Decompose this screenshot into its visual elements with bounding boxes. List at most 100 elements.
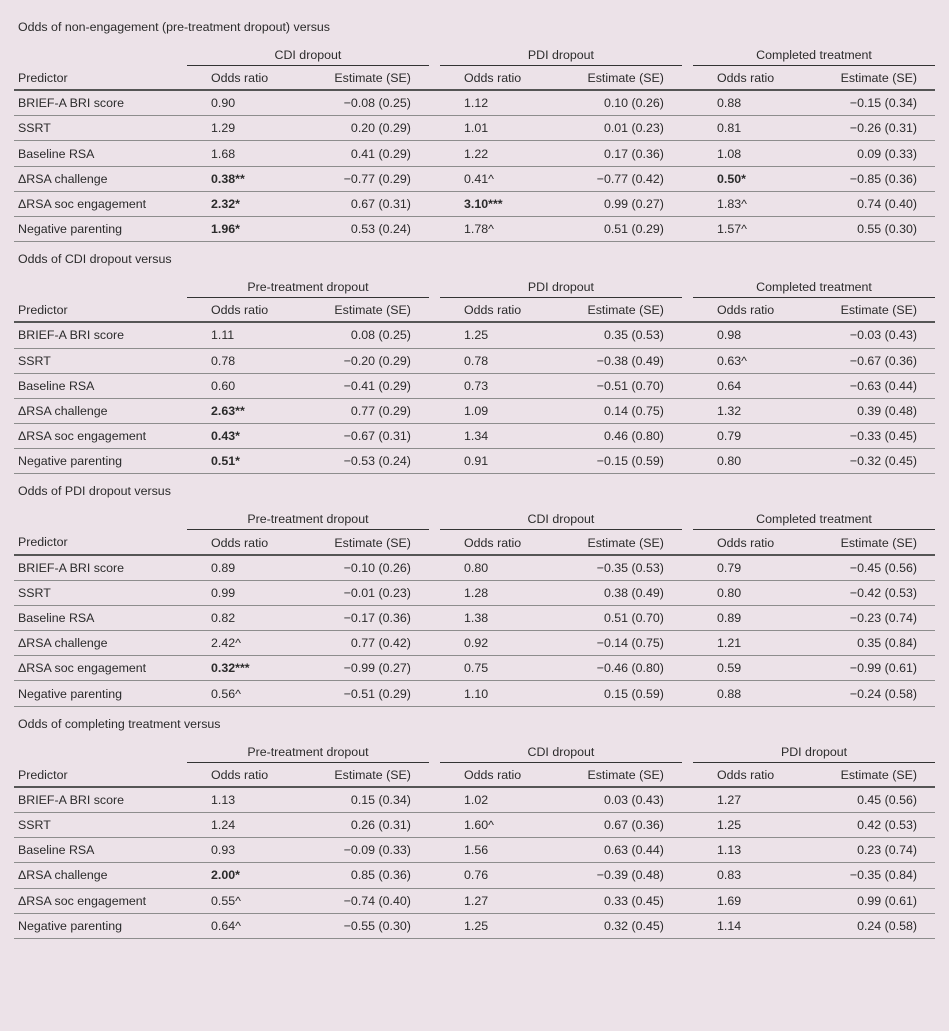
odds-ratio-cell: 2.00* xyxy=(187,863,299,888)
table-row: BRIEF-A BRI score0.90−0.08 (0.25)1.120.1… xyxy=(14,90,935,116)
blank xyxy=(429,812,440,837)
odds-ratio-cell: 0.75 xyxy=(440,656,552,681)
predictor-cell: BRIEF-A BRI score xyxy=(14,322,181,348)
estimate-cell: −0.08 (0.25) xyxy=(299,90,429,116)
estimate-cell: 0.41 (0.29) xyxy=(299,141,429,166)
predictor-cell: Negative parenting xyxy=(14,449,181,474)
estimate-cell: −0.77 (0.29) xyxy=(299,166,429,191)
table-row: SSRT0.99−0.01 (0.23)1.280.38 (0.49)0.80−… xyxy=(14,580,935,605)
estimate-header: Estimate (SE) xyxy=(299,530,429,555)
blank xyxy=(682,656,693,681)
blank xyxy=(14,737,181,763)
estimate-cell: 0.67 (0.36) xyxy=(552,812,682,837)
predictor-cell: SSRT xyxy=(14,580,181,605)
blank xyxy=(429,116,440,141)
estimate-cell: −0.20 (0.29) xyxy=(299,348,429,373)
estimate-cell: 0.09 (0.33) xyxy=(805,141,935,166)
predictor-cell: ΔRSA challenge xyxy=(14,398,181,423)
odds-ratio-cell: 1.25 xyxy=(693,812,805,837)
table-row: ΔRSA soc engagement0.43*−0.67 (0.31)1.34… xyxy=(14,424,935,449)
estimate-header: Estimate (SE) xyxy=(299,762,429,787)
estimate-cell: −0.10 (0.26) xyxy=(299,555,429,581)
estimate-cell: −0.39 (0.48) xyxy=(552,863,682,888)
predictor-header: Predictor xyxy=(14,66,181,91)
estimate-header: Estimate (SE) xyxy=(552,298,682,323)
column-group: Pre-treatment dropout xyxy=(187,737,429,763)
blank xyxy=(429,504,440,530)
estimate-cell: −0.67 (0.31) xyxy=(299,424,429,449)
odds-ratio-cell: 2.63** xyxy=(187,398,299,423)
odds-ratio-cell: 0.55^ xyxy=(187,888,299,913)
blank xyxy=(682,530,693,555)
blank xyxy=(682,555,693,581)
blank xyxy=(682,863,693,888)
estimate-cell: 0.17 (0.36) xyxy=(552,141,682,166)
estimate-cell: −0.45 (0.56) xyxy=(805,555,935,581)
blank xyxy=(429,348,440,373)
table-row: ΔRSA soc engagement0.32***−0.99 (0.27) 0.… xyxy=(14,656,935,681)
estimate-cell: 0.51 (0.70) xyxy=(552,605,682,630)
table-row: BRIEF-A BRI score1.110.08 (0.25)1.250.35… xyxy=(14,322,935,348)
estimate-cell: −0.99 (0.27) xyxy=(299,656,429,681)
predictor-cell: ΔRSA soc engagement xyxy=(14,656,181,681)
odds-ratio-cell: 1.02 xyxy=(440,787,552,813)
blank xyxy=(14,40,181,66)
odds-ratio-cell: 0.80 xyxy=(440,555,552,581)
estimate-header: Estimate (SE) xyxy=(299,66,429,91)
estimate-cell: 0.35 (0.53) xyxy=(552,322,682,348)
odds-ratio-cell: 0.43* xyxy=(187,424,299,449)
estimate-cell: 0.99 (0.61) xyxy=(805,888,935,913)
estimate-cell: 0.32 (0.45) xyxy=(552,913,682,938)
estimate-cell: 0.45 (0.56) xyxy=(805,787,935,813)
odds-ratio-cell: 1.38 xyxy=(440,605,552,630)
estimate-cell: −0.38 (0.49) xyxy=(552,348,682,373)
odds-ratio-cell: 1.83^ xyxy=(693,191,805,216)
blank xyxy=(14,504,181,530)
estimate-cell: −0.99 (0.61) xyxy=(805,656,935,681)
table-row: Baseline RSA0.60−0.41 (0.29)0.73−0.51 (0… xyxy=(14,373,935,398)
table-row: Negative parenting0.56^−0.51 (0.29)1.100… xyxy=(14,681,935,706)
estimate-header: Estimate (SE) xyxy=(805,530,935,555)
odds-ratio-cell: 0.51* xyxy=(187,449,299,474)
blank xyxy=(429,90,440,116)
estimate-cell: 0.10 (0.26) xyxy=(552,90,682,116)
odds-ratio-cell: 1.22 xyxy=(440,141,552,166)
odds-ratio-cell: 1.09 xyxy=(440,398,552,423)
odds-ratio-header: Odds ratio xyxy=(187,762,299,787)
estimate-cell: −0.67 (0.36) xyxy=(805,348,935,373)
odds-ratio-cell: 0.32*** xyxy=(187,656,299,681)
blank xyxy=(682,116,693,141)
blank xyxy=(429,656,440,681)
odds-ratio-cell: 2.42^ xyxy=(187,631,299,656)
odds-ratio-cell: 1.25 xyxy=(440,913,552,938)
odds-ratio-cell: 0.80 xyxy=(693,449,805,474)
odds-ratio-header: Odds ratio xyxy=(693,66,805,91)
blank xyxy=(682,424,693,449)
odds-ratio-cell: 1.96* xyxy=(187,217,299,242)
estimate-cell: −0.17 (0.36) xyxy=(299,605,429,630)
estimate-cell: 0.14 (0.75) xyxy=(552,398,682,423)
odds-ratio-cell: 0.59 xyxy=(693,656,805,681)
blank xyxy=(682,272,693,298)
blank xyxy=(429,272,440,298)
odds-ratio-header: Odds ratio xyxy=(187,66,299,91)
blank xyxy=(429,40,440,66)
estimate-header: Estimate (SE) xyxy=(552,66,682,91)
blank xyxy=(682,141,693,166)
blank xyxy=(682,812,693,837)
column-group: PDI dropout xyxy=(440,272,682,298)
estimate-cell: −0.85 (0.36) xyxy=(805,166,935,191)
blank xyxy=(429,787,440,813)
column-group: CDI dropout xyxy=(187,40,429,66)
odds-ratio-cell: 0.64^ xyxy=(187,913,299,938)
estimate-cell: 0.46 (0.80) xyxy=(552,424,682,449)
odds-ratio-cell: 0.78 xyxy=(440,348,552,373)
estimate-cell: −0.63 (0.44) xyxy=(805,373,935,398)
odds-ratio-cell: 0.93 xyxy=(187,838,299,863)
estimate-cell: −0.35 (0.84) xyxy=(805,863,935,888)
blank xyxy=(682,40,693,66)
blank xyxy=(682,762,693,787)
predictor-cell: Baseline RSA xyxy=(14,141,181,166)
estimate-cell: −0.41 (0.29) xyxy=(299,373,429,398)
estimate-cell: 0.38 (0.49) xyxy=(552,580,682,605)
